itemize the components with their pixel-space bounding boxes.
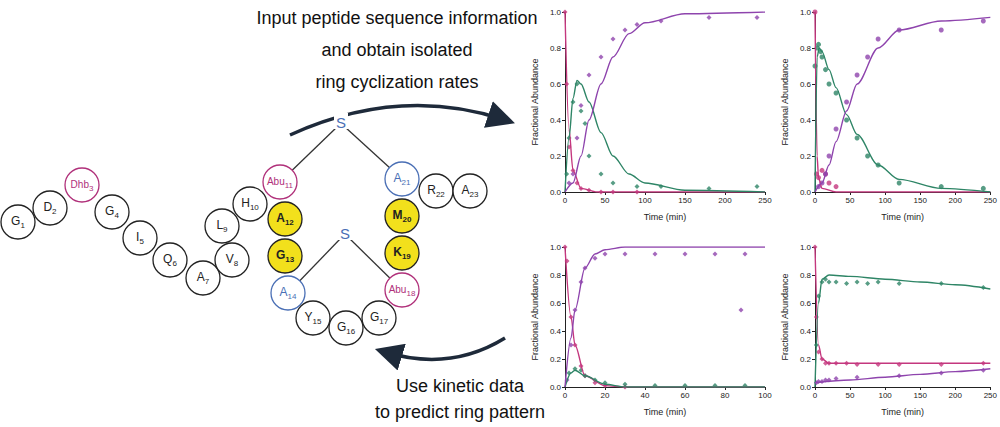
svg-text:50: 50 xyxy=(846,391,855,400)
svg-text:50: 50 xyxy=(846,196,855,205)
svg-text:200: 200 xyxy=(949,391,963,400)
svg-text:200: 200 xyxy=(718,196,732,205)
svg-text:S: S xyxy=(340,225,350,242)
svg-text:100: 100 xyxy=(758,391,772,400)
svg-text:Fractional Abundance: Fractional Abundance xyxy=(530,58,540,145)
svg-text:Abu11: Abu11 xyxy=(267,176,294,190)
svg-text:250: 250 xyxy=(758,196,772,205)
svg-text:0.4: 0.4 xyxy=(800,327,812,336)
svg-text:200: 200 xyxy=(949,196,963,205)
svg-text:0.0: 0.0 xyxy=(550,383,562,392)
svg-text:250: 250 xyxy=(984,196,998,205)
svg-text:ring cyclization rates: ring cyclization rates xyxy=(315,72,478,92)
svg-text:S: S xyxy=(336,114,346,131)
svg-text:Fractional Abundance: Fractional Abundance xyxy=(780,273,790,360)
svg-text:and obtain isolated: and obtain isolated xyxy=(321,40,472,60)
svg-text:G4: G4 xyxy=(105,204,119,220)
svg-text:K19: K19 xyxy=(393,245,411,261)
svg-text:1.0: 1.0 xyxy=(800,243,812,252)
svg-text:I5: I5 xyxy=(136,230,144,246)
svg-text:V8: V8 xyxy=(226,252,239,268)
svg-text:Time (min): Time (min) xyxy=(881,212,924,222)
svg-text:60: 60 xyxy=(681,391,690,400)
svg-text:A14: A14 xyxy=(280,285,297,301)
svg-text:0.6: 0.6 xyxy=(550,80,562,89)
svg-text:80: 80 xyxy=(721,391,730,400)
svg-text:0.6: 0.6 xyxy=(800,80,812,89)
svg-text:to predict ring pattern: to predict ring pattern xyxy=(375,402,545,422)
svg-text:A12: A12 xyxy=(276,211,294,227)
svg-text:Input peptide sequence informa: Input peptide sequence information xyxy=(256,8,537,28)
svg-text:0.0: 0.0 xyxy=(800,188,812,197)
svg-text:Time (min): Time (min) xyxy=(881,407,924,417)
svg-text:100: 100 xyxy=(638,196,652,205)
svg-text:20: 20 xyxy=(601,391,610,400)
svg-text:Fractional Abundance: Fractional Abundance xyxy=(780,58,790,145)
svg-text:0.4: 0.4 xyxy=(800,116,812,125)
svg-text:0: 0 xyxy=(563,391,568,400)
svg-text:0.2: 0.2 xyxy=(550,152,562,161)
svg-text:0.8: 0.8 xyxy=(800,44,812,53)
svg-text:D2: D2 xyxy=(43,200,57,216)
svg-text:Time (min): Time (min) xyxy=(644,407,687,417)
svg-text:1.0: 1.0 xyxy=(550,8,562,17)
svg-text:0.8: 0.8 xyxy=(550,271,562,280)
svg-text:0.4: 0.4 xyxy=(550,116,562,125)
svg-text:Fractional Abundance: Fractional Abundance xyxy=(530,273,540,360)
svg-text:G13: G13 xyxy=(276,248,295,264)
svg-text:150: 150 xyxy=(678,196,692,205)
svg-text:0: 0 xyxy=(813,391,818,400)
svg-text:50: 50 xyxy=(601,196,610,205)
svg-text:0.2: 0.2 xyxy=(800,152,812,161)
svg-text:L9: L9 xyxy=(216,218,228,234)
svg-text:40: 40 xyxy=(641,391,650,400)
svg-text:100: 100 xyxy=(878,391,892,400)
svg-text:0.4: 0.4 xyxy=(550,327,562,336)
svg-text:250: 250 xyxy=(984,391,998,400)
svg-text:0.6: 0.6 xyxy=(550,299,562,308)
svg-text:0.0: 0.0 xyxy=(550,188,562,197)
svg-text:M20: M20 xyxy=(393,208,412,224)
svg-text:100: 100 xyxy=(878,196,892,205)
svg-text:R22: R22 xyxy=(427,183,445,199)
svg-text:Dhb3: Dhb3 xyxy=(71,179,94,193)
svg-text:0: 0 xyxy=(813,196,818,205)
svg-text:Y15: Y15 xyxy=(305,310,322,326)
svg-text:Q6: Q6 xyxy=(163,252,177,268)
svg-text:150: 150 xyxy=(914,391,928,400)
svg-text:G17: G17 xyxy=(370,310,389,326)
svg-text:Abu18: Abu18 xyxy=(389,284,416,298)
svg-text:150: 150 xyxy=(914,196,928,205)
svg-text:0.6: 0.6 xyxy=(800,299,812,308)
svg-text:Time (min): Time (min) xyxy=(644,212,687,222)
svg-text:G1: G1 xyxy=(11,214,25,230)
svg-text:1.0: 1.0 xyxy=(800,8,812,17)
svg-text:A7: A7 xyxy=(197,270,210,286)
svg-text:A23: A23 xyxy=(462,183,479,199)
svg-text:1.0: 1.0 xyxy=(550,243,562,252)
svg-text:G16: G16 xyxy=(337,320,356,336)
svg-text:0.8: 0.8 xyxy=(550,44,562,53)
svg-text:Use kinetic data: Use kinetic data xyxy=(396,376,525,396)
svg-text:0: 0 xyxy=(563,196,568,205)
svg-text:A21: A21 xyxy=(394,171,411,187)
svg-text:H10: H10 xyxy=(241,196,259,212)
svg-text:0.8: 0.8 xyxy=(800,271,812,280)
svg-text:0.2: 0.2 xyxy=(800,355,812,364)
svg-text:0.2: 0.2 xyxy=(550,355,562,364)
svg-text:0.0: 0.0 xyxy=(800,383,812,392)
